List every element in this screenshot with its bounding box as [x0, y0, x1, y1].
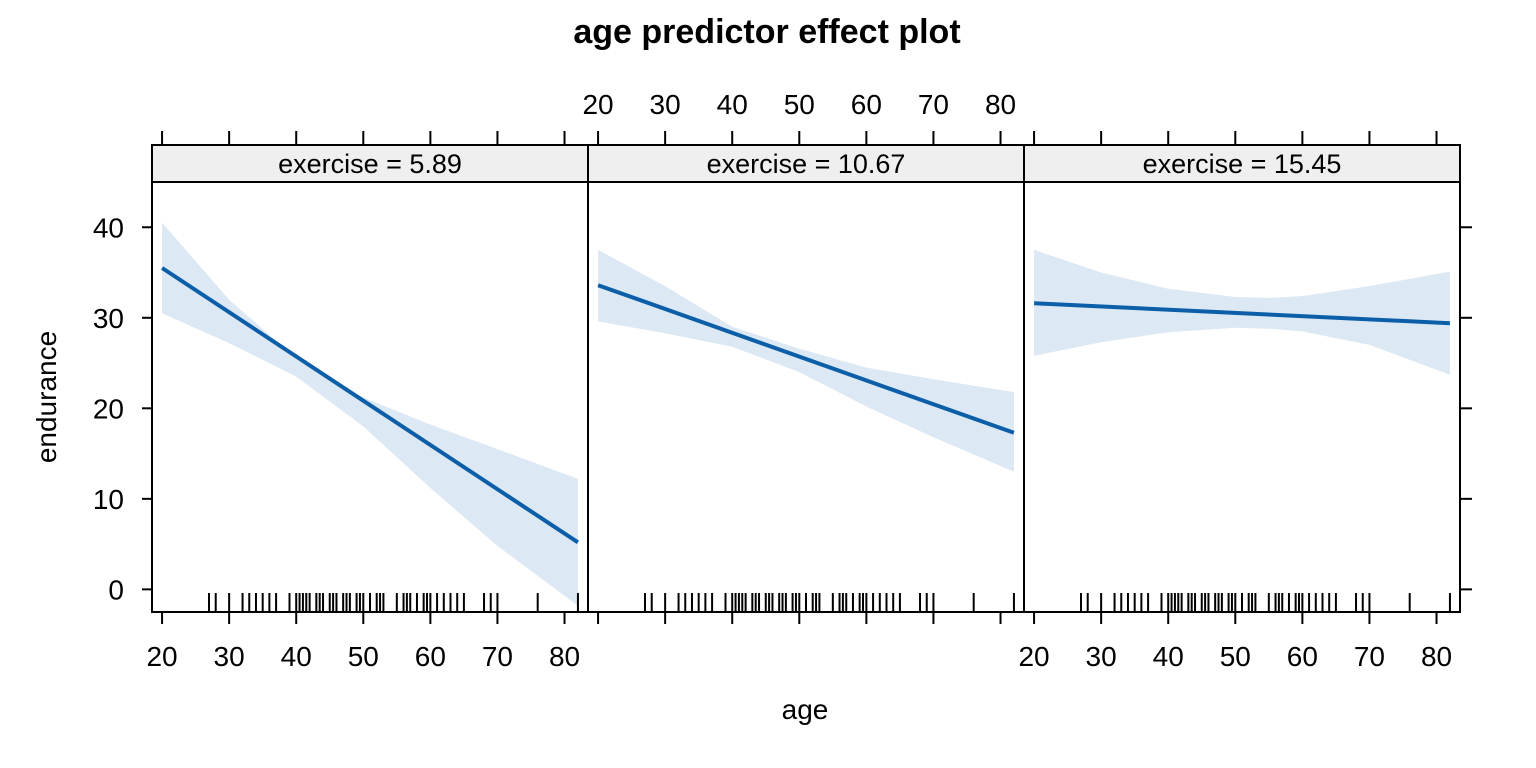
x-tick-label-top: 40 [717, 89, 748, 120]
x-tick-label: 70 [1354, 641, 1385, 672]
x-tick-label: 30 [1086, 641, 1117, 672]
chart-title: age predictor effect plot [573, 13, 960, 51]
x-axis-title: age [782, 694, 829, 725]
x-tick-label-top: 30 [650, 89, 681, 120]
x-tick-label: 30 [214, 641, 245, 672]
x-tick-label: 80 [549, 641, 580, 672]
x-tick-label-top: 80 [985, 89, 1016, 120]
x-tick-label: 70 [482, 641, 513, 672]
x-tick-label: 20 [146, 641, 177, 672]
x-tick-label-top: 60 [851, 89, 882, 120]
strip-label-2: exercise = 10.67 [707, 149, 906, 179]
x-tick-label: 40 [1153, 641, 1184, 672]
panel-border-3 [1023, 181, 1461, 613]
x-tick-label: 50 [1220, 641, 1251, 672]
x-tick-label: 60 [1287, 641, 1318, 672]
x-tick-label-top: 50 [784, 89, 815, 120]
x-tick-label-top: 70 [918, 89, 949, 120]
x-tick-label: 20 [1018, 641, 1049, 672]
x-tick-label-top: 20 [582, 89, 613, 120]
y-tick-label: 20 [93, 393, 124, 424]
x-tick-label: 40 [281, 641, 312, 672]
y-tick-label: 10 [93, 484, 124, 515]
x-tick-label: 50 [348, 641, 379, 672]
fit-line-1 [160, 266, 580, 544]
x-tick-label: 80 [1421, 641, 1452, 672]
fit-line-3 [1034, 301, 1450, 326]
x-tick-label: 60 [415, 641, 446, 672]
confidence-band-1 [162, 222, 578, 606]
strip-label-3: exercise = 15.45 [1143, 149, 1342, 179]
strip-label-1: exercise = 5.89 [278, 149, 462, 179]
y-tick-label: 40 [93, 212, 124, 243]
panels: 0 10 20 30 40 exercise = 5.89 20 30 40 50 60 70 80 ex… [93, 89, 1472, 672]
fit-line-2 [597, 283, 1015, 435]
y-axis-title: endurance [31, 331, 62, 463]
y-tick-label: 0 [108, 574, 124, 605]
y-tick-label: 30 [93, 303, 124, 334]
